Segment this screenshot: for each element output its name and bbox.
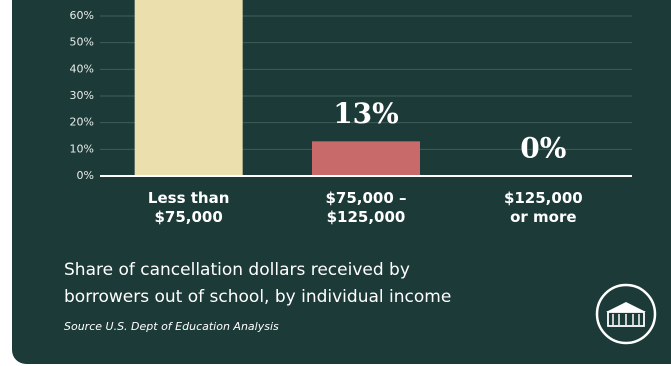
- chart: 0% 10% 20% 30% 40% 50% 60% 13% 0%: [70, 0, 657, 345]
- y-tick-label: 40%: [70, 62, 94, 75]
- x-tick-label: $75,000 – $125,000: [325, 189, 407, 226]
- bar: [312, 141, 420, 176]
- y-tick-label: 10%: [70, 142, 94, 155]
- y-tick-label: 30%: [70, 89, 94, 102]
- source: Source U.S. Dept of Education Analysis: [64, 320, 279, 333]
- x-tick-label: Less than $75,000: [147, 189, 230, 226]
- value-label: 13%: [333, 97, 399, 130]
- caption: Share of cancellation dollars received b…: [64, 260, 452, 307]
- bar: [134, 0, 243, 176]
- y-tick-label: 50%: [70, 36, 94, 49]
- y-tick-label: 20%: [70, 116, 94, 129]
- y-tick-label: 60%: [70, 9, 94, 22]
- x-tick-label: $125,000 or more: [503, 189, 583, 226]
- logo: [595, 283, 657, 345]
- y-tick-label: 0%: [77, 169, 94, 182]
- chart-panel: 0% 10% 20% 30% 40% 50% 60% 13% 0% Share of cance…: [12, 0, 671, 364]
- value-label: 0%: [520, 132, 566, 165]
